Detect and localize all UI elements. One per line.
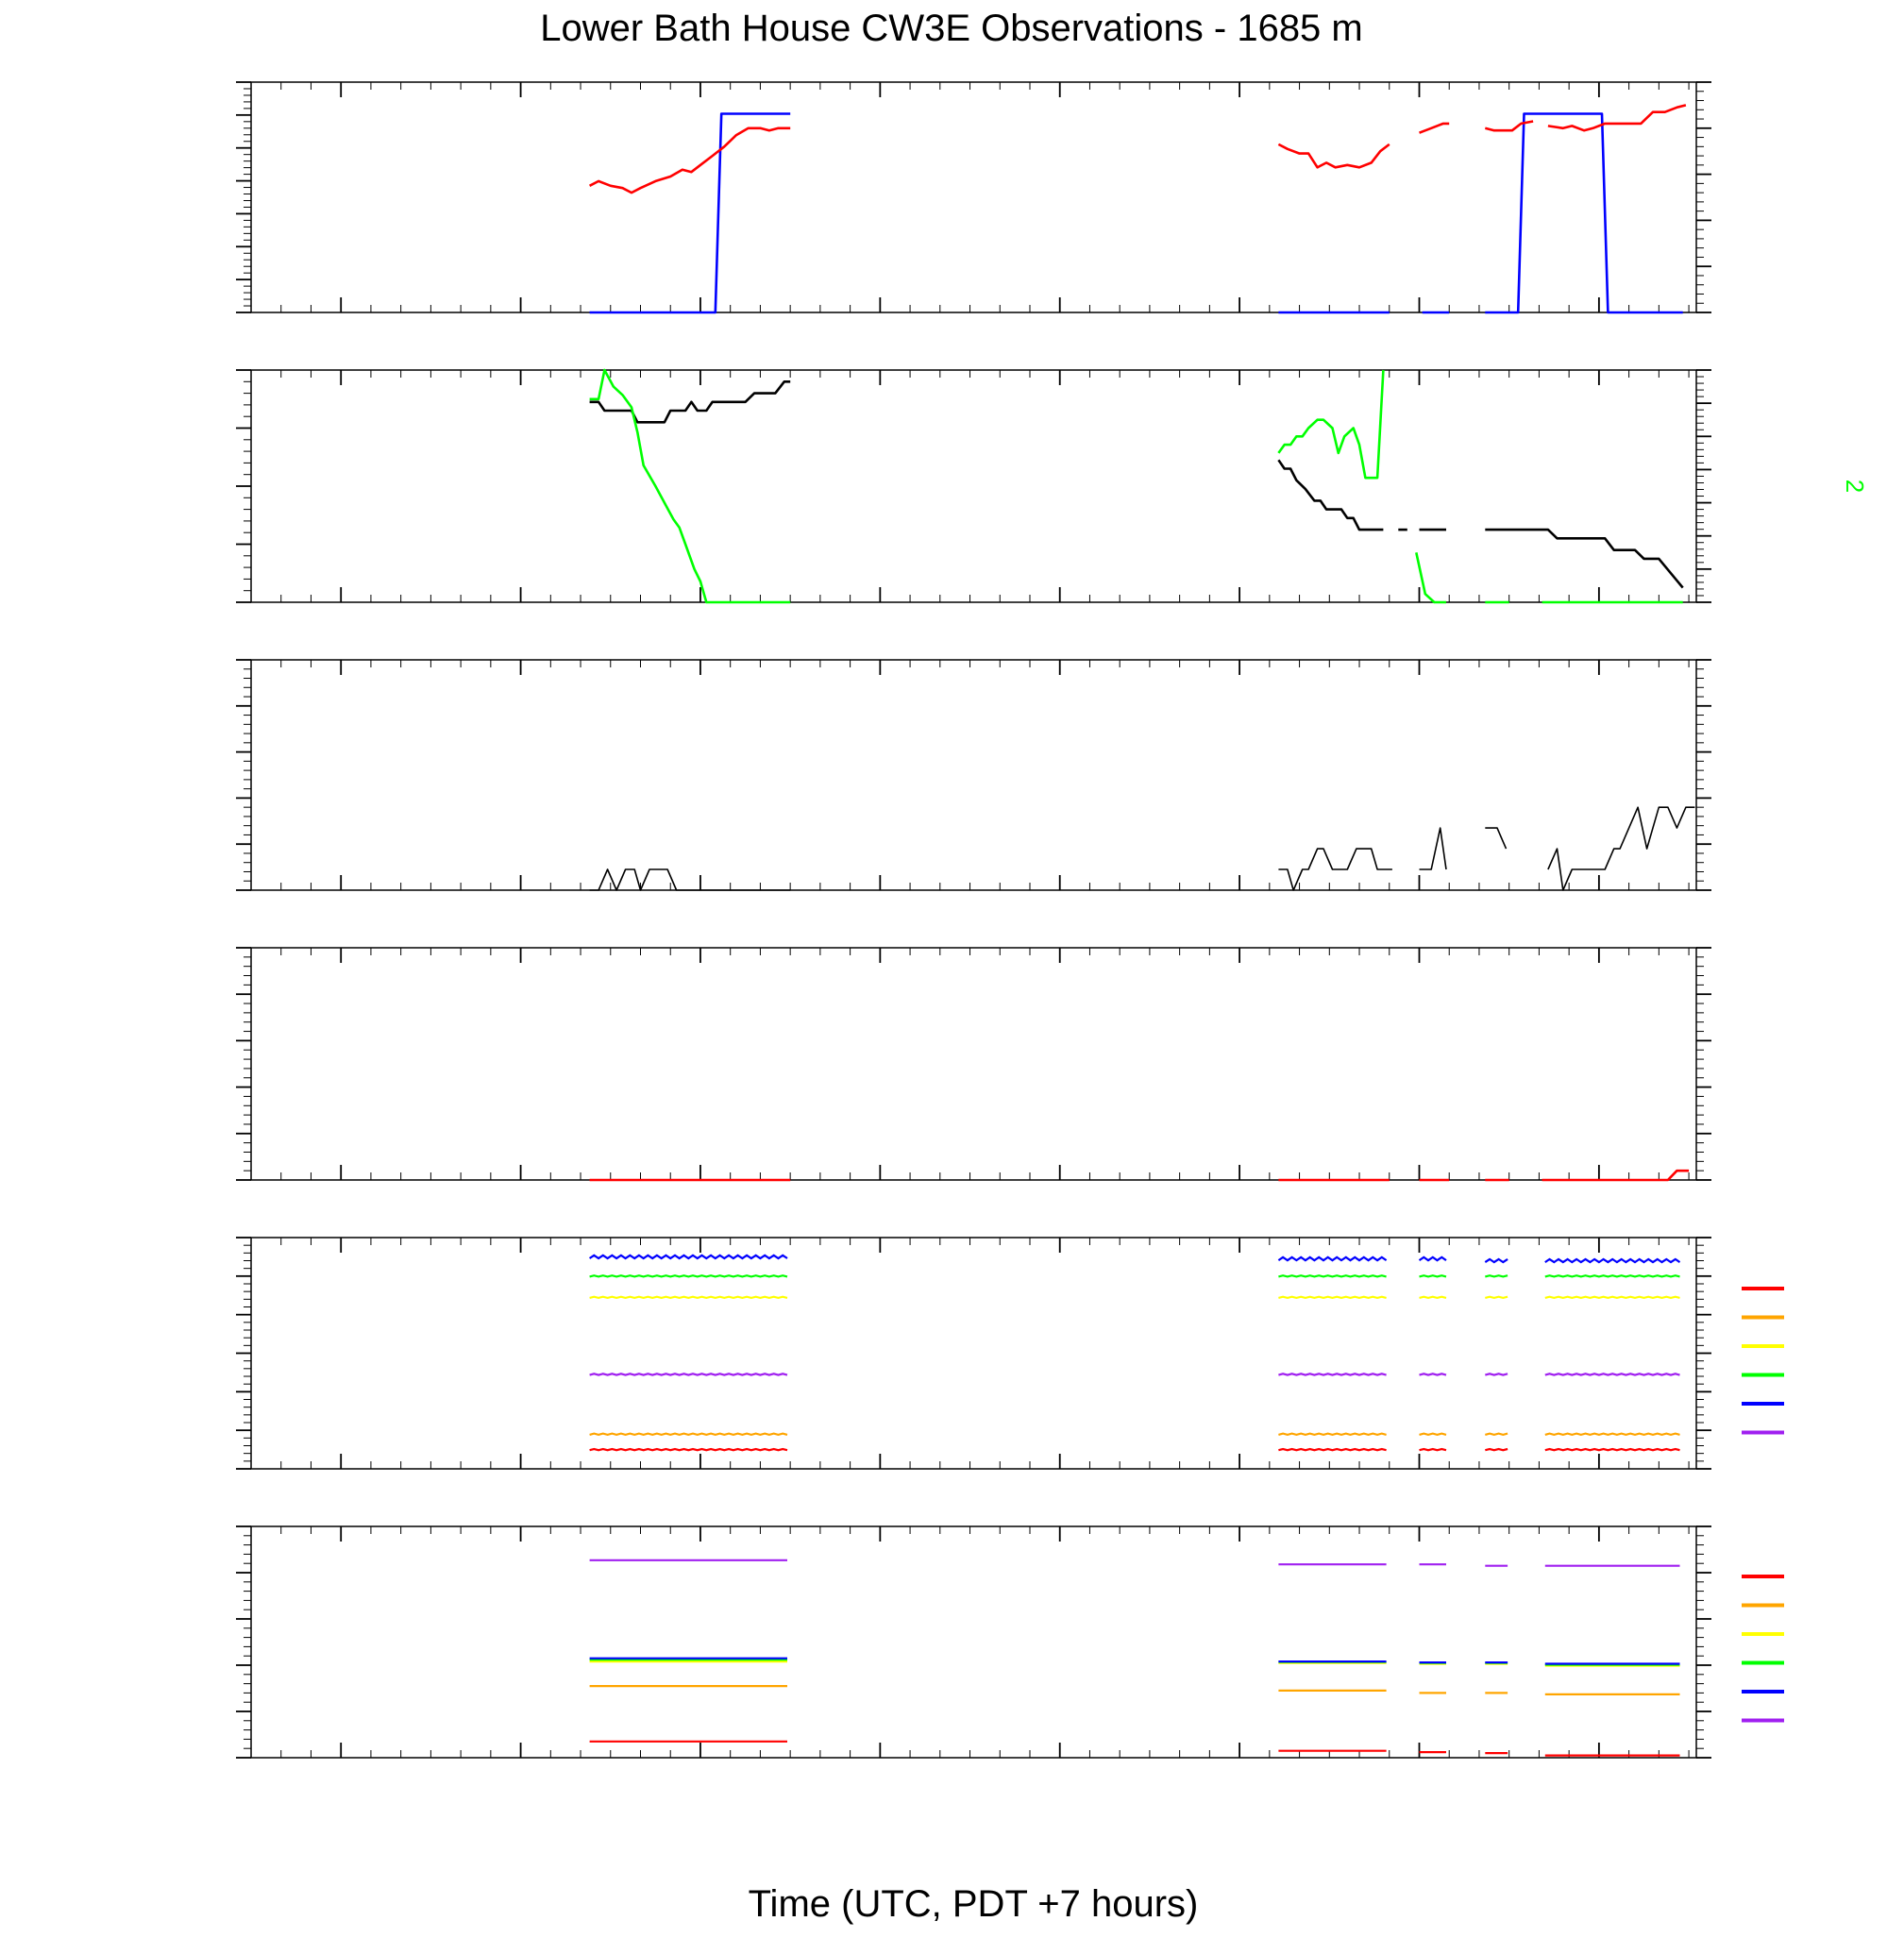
temperature-rh-series-1-segment-3 [1484, 120, 1534, 132]
soil-moisture-series-3-segment-2 [1419, 1274, 1447, 1278]
temperature-rh-series-1-segment-2 [1419, 122, 1450, 134]
soil-moisture-legend [1742, 1287, 1784, 1435]
soil-moisture-series-3-segment-0 [589, 1274, 788, 1278]
x-axis-label: Time (UTC, PDT +7 hours) [749, 1883, 1199, 1925]
soil-moisture-series-2-segment-2 [1419, 1295, 1447, 1300]
soil-moisture-series-0-segment-4 [1544, 1447, 1680, 1452]
soil-moisture-series-5-segment-2 [1419, 1373, 1447, 1376]
y-right-label-superscript: 2 [1841, 480, 1869, 493]
panel-wind [236, 659, 1711, 891]
soil-moisture-series-1-segment-0 [589, 1432, 788, 1437]
panel-pressure-solar: 2 [236, 368, 1869, 604]
soil-moisture-series-1-segment-1 [1278, 1432, 1387, 1437]
pressure-solar-series-1-segment-2 [1415, 552, 1446, 604]
wind-frame [250, 659, 1697, 891]
soil-moisture-series-0-segment-2 [1419, 1447, 1447, 1452]
wind-series-0-segment-0 [589, 868, 791, 891]
soil-moisture-series-5-segment-3 [1485, 1373, 1508, 1376]
pressure-solar-series-0-segment-4 [1485, 528, 1684, 589]
soil-legends [1742, 1287, 1784, 1723]
soil-moisture-series-4-segment-2 [1418, 1255, 1447, 1262]
soil-moisture-series-0-segment-3 [1485, 1447, 1508, 1452]
pressure-solar-series-0-segment-0 [589, 379, 791, 424]
soil-moisture-series-4-segment-1 [1277, 1255, 1388, 1262]
soil-moisture-series-4-segment-4 [1544, 1257, 1681, 1264]
pressure-solar-series-1-segment-0 [589, 368, 791, 604]
precipitation-series-0-segment-4 [1542, 1169, 1690, 1182]
soil-moisture-series-1-segment-4 [1544, 1432, 1680, 1437]
soil-moisture-series-3-segment-3 [1485, 1274, 1508, 1278]
pressure-solar-y-right-label: 2 [1841, 480, 1869, 493]
temperature-rh-series-0-segment-3 [1485, 112, 1683, 314]
soil-moisture-series-4-segment-3 [1484, 1257, 1508, 1264]
soil-moisture-series-5-segment-4 [1544, 1373, 1680, 1376]
panel-precipitation [236, 947, 1711, 1182]
temperature-rh-series-1-segment-0 [589, 126, 791, 194]
soil-moisture-series-5-segment-1 [1278, 1373, 1387, 1376]
soil-moisture-series-3-segment-4 [1544, 1274, 1680, 1278]
panel-soil-temperature [236, 1525, 1711, 1759]
soil-moisture-series-4-segment-0 [588, 1254, 788, 1260]
soil-moisture-series-5-segment-0 [589, 1373, 788, 1376]
temperature-rh-series-1-segment-1 [1277, 143, 1390, 169]
soil-temperature-legend [1742, 1575, 1784, 1723]
soil-moisture-series-3-segment-1 [1278, 1274, 1387, 1278]
precipitation-frame [250, 947, 1697, 1181]
wind-series-0-segment-4 [1547, 806, 1695, 891]
panel-temperature-rh [236, 81, 1711, 314]
wind-series-0-segment-3 [1485, 827, 1508, 850]
pressure-solar-series-1-segment-1 [1277, 369, 1385, 480]
figure-title: Lower Bath House CW3E Observations - 168… [540, 8, 1363, 49]
soil-moisture-series-2-segment-4 [1544, 1295, 1680, 1300]
wind-series-0-segment-1 [1278, 848, 1392, 891]
wind-series-0-segment-2 [1419, 827, 1447, 870]
soil-moisture-series-2-segment-3 [1485, 1295, 1508, 1300]
soil-moisture-series-0-segment-1 [1278, 1447, 1387, 1452]
panel-soil-moisture [236, 1237, 1711, 1470]
panels: 2 [236, 81, 1869, 1759]
temperature-rh-frame [250, 81, 1697, 313]
soil-temperature-frame [250, 1525, 1697, 1759]
temperature-rh-series-1-segment-4 [1547, 104, 1687, 132]
soil-moisture-series-2-segment-0 [589, 1295, 788, 1300]
temperature-rh-series-0-segment-0 [589, 112, 791, 314]
soil-moisture-series-1-segment-3 [1485, 1432, 1508, 1437]
pressure-solar-series-0-segment-1 [1277, 459, 1384, 531]
soil-moisture-series-1-segment-2 [1419, 1432, 1447, 1437]
soil-moisture-series-2-segment-1 [1278, 1295, 1387, 1300]
soil-moisture-series-0-segment-0 [589, 1447, 788, 1452]
